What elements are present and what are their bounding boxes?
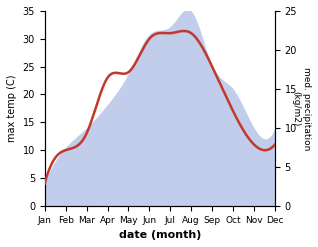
Y-axis label: med. precipitation
(kg/m2): med. precipitation (kg/m2) <box>292 67 311 150</box>
Y-axis label: max temp (C): max temp (C) <box>7 75 17 142</box>
X-axis label: date (month): date (month) <box>119 230 201 240</box>
